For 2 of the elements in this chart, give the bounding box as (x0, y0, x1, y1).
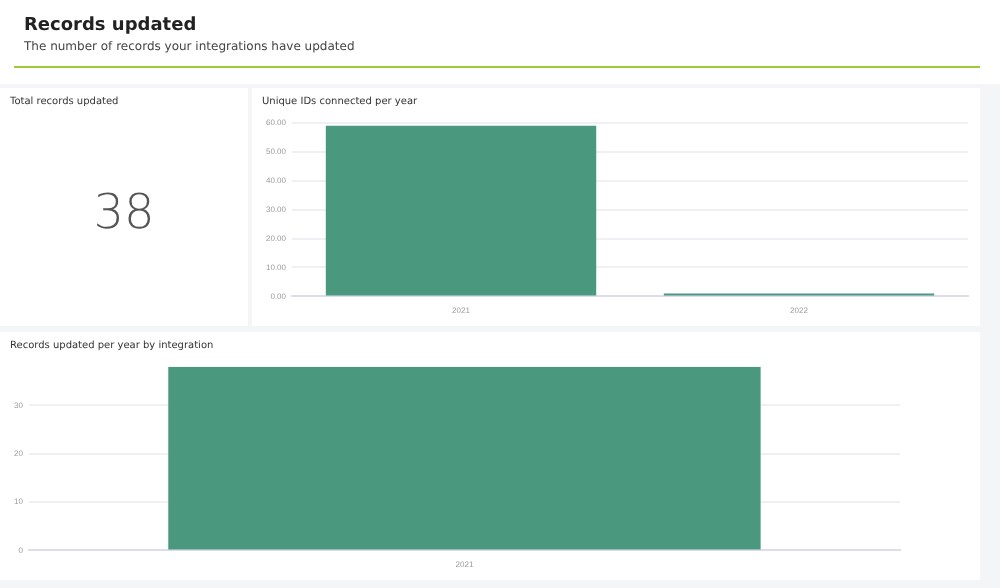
text: 38 (91, 184, 157, 240)
text: Records updated (24, 16, 197, 36)
